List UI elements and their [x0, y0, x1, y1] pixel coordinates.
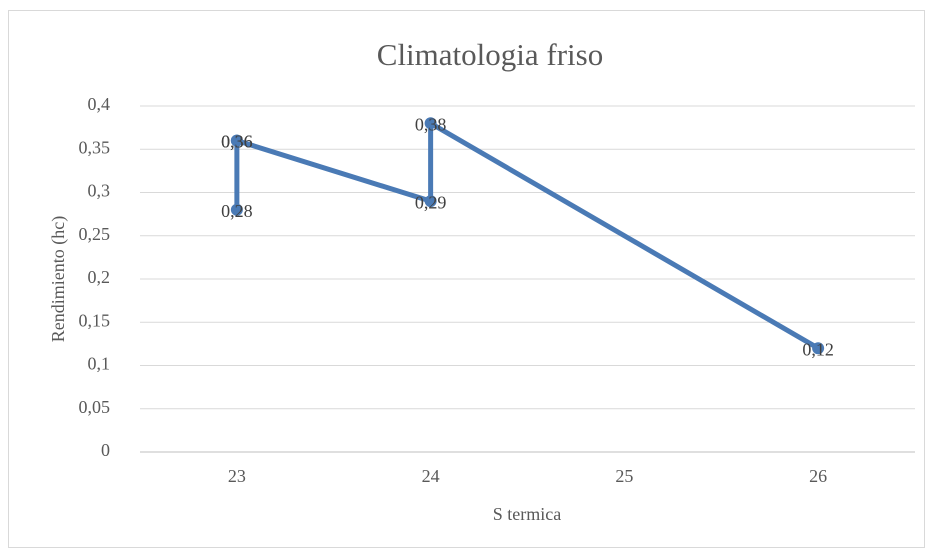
y-tick-label: 0	[101, 440, 110, 460]
data-label: 0,36	[221, 132, 253, 152]
x-tick-label: 25	[615, 466, 633, 486]
y-tick-label: 0,25	[79, 224, 111, 244]
y-tick-label: 0,3	[88, 181, 111, 201]
y-tick-label: 0,2	[88, 267, 111, 287]
data-label: 0,28	[221, 201, 253, 221]
y-tick-label: 0,35	[79, 137, 111, 157]
point	[424, 195, 437, 208]
data-label: 0,12	[802, 339, 834, 359]
data-label: 0,36	[221, 132, 253, 152]
x-tick-label: 23	[228, 466, 246, 486]
point	[230, 134, 243, 147]
x-axis-label: S termica	[493, 504, 561, 524]
y-tick-label: 0,05	[79, 397, 111, 417]
y-axis-label: Rendimiento (hc)	[48, 216, 69, 342]
y-tick-label: 0,15	[79, 310, 111, 330]
data-label: 0,29	[415, 192, 447, 212]
data-label: 0,38	[415, 114, 447, 134]
series-line	[234, 120, 820, 351]
x-tick-label: 24	[422, 466, 440, 486]
point	[230, 203, 243, 216]
point	[812, 342, 825, 355]
chart-title: Climatologia friso	[377, 37, 603, 72]
y-tick-label: 0,1	[88, 354, 111, 374]
x-tick-label: 26	[809, 466, 827, 486]
y-tick-label: 0,4	[88, 94, 111, 114]
point	[424, 117, 437, 130]
